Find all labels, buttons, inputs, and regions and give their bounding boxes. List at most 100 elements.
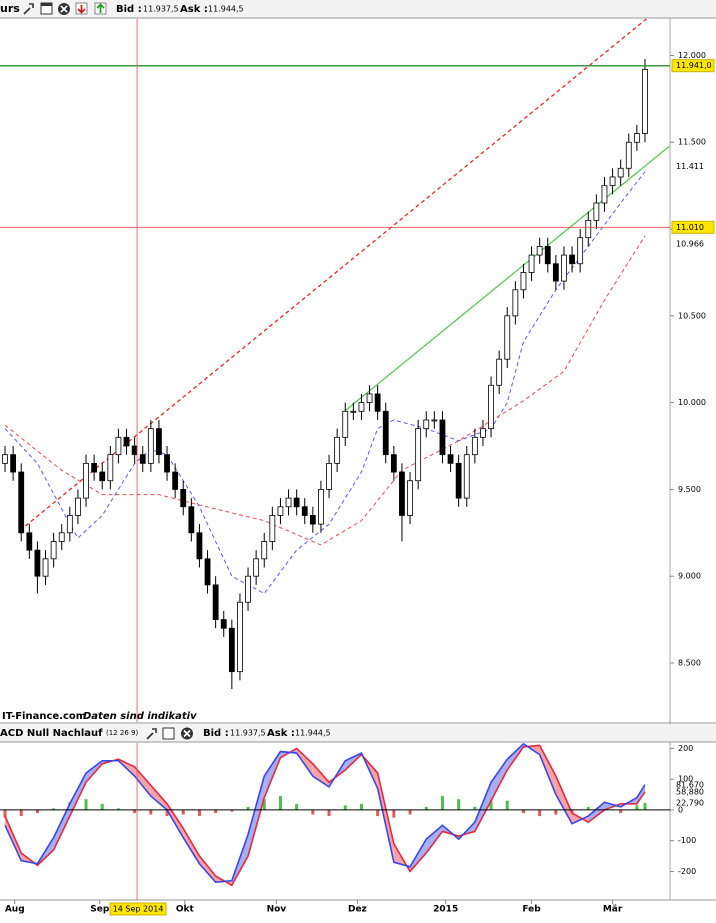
moving-average: [4, 171, 646, 595]
y-tick-label: 9.000: [678, 572, 701, 581]
candle-body: [382, 410, 389, 456]
value-label-box: [671, 220, 715, 234]
y-tick-label: 10.500: [678, 311, 706, 320]
macd-fill: [150, 785, 168, 810]
candle-body: [350, 410, 357, 413]
candle-body: [83, 462, 89, 499]
price-plot: [2, 19, 670, 690]
histogram-bar: [246, 806, 250, 810]
histogram-bar: [489, 799, 493, 810]
y-tick-label: -200: [678, 867, 696, 876]
trendline: [344, 145, 670, 412]
settings-icon[interactable]: [146, 728, 157, 740]
histogram-bar: [84, 799, 88, 810]
candle-body: [301, 506, 308, 516]
candle-body: [423, 419, 430, 430]
candle-body: [91, 462, 98, 473]
toolbar: [0, 0, 716, 18]
window-icon-bar: [41, 3, 52, 6]
macd-fill: [539, 745, 556, 795]
last-value-label: 11.411: [676, 162, 704, 171]
y-tick-label: 8.500: [678, 658, 701, 667]
candle-body: [633, 133, 640, 143]
histogram-bar: [408, 809, 412, 815]
macd-fill: [183, 828, 200, 864]
x-tick-label: Dez: [348, 905, 367, 915]
candle-body: [34, 549, 41, 577]
candle-body: [75, 497, 81, 516]
candle-body: [245, 575, 251, 603]
candle-body: [358, 402, 365, 412]
histogram-bar: [521, 809, 525, 814]
candle-body: [204, 558, 211, 586]
candle-body: [318, 489, 324, 525]
histogram-bar: [3, 809, 7, 818]
crosshair-label-box: [109, 902, 167, 916]
histogram-bar: [100, 803, 104, 810]
y-tick-label: 10.000: [678, 398, 706, 407]
histogram-bar: [619, 809, 623, 814]
macd-fill: [555, 776, 573, 824]
candle-body: [50, 541, 57, 560]
candle-body: [609, 176, 616, 187]
candle-body: [180, 489, 187, 508]
candle-body: [642, 68, 648, 134]
settings-icon[interactable]: [23, 3, 34, 15]
candle-body: [366, 393, 373, 404]
macd-fill: [377, 773, 394, 863]
candle-body: [220, 619, 227, 629]
histogram-bar: [197, 809, 201, 817]
toolbar-icons[interactable]: [23, 2, 107, 15]
candle-body: [156, 428, 162, 456]
macd-title: ACD Null Nachlauf: [0, 728, 103, 739]
source-note: IT-Finance.com: [2, 711, 86, 722]
histogram-bar: [424, 806, 428, 810]
candle-body: [309, 515, 316, 525]
histogram-bar: [440, 796, 444, 810]
candle-body: [237, 601, 243, 673]
histogram-bar: [473, 806, 477, 810]
value-label-box: [671, 59, 715, 73]
x-tick-label: Mär: [603, 905, 623, 915]
candle-body: [480, 428, 486, 438]
candle-body: [390, 454, 397, 473]
candle-body: [172, 471, 179, 490]
candle-body: [577, 237, 584, 265]
candle-body: [544, 245, 551, 265]
ask-label: Ask :: [180, 4, 208, 15]
close-icon-x: [183, 729, 191, 738]
candle-body: [212, 584, 219, 620]
candle-body: [431, 419, 438, 422]
histogram-bar: [635, 805, 639, 810]
histogram-bar: [376, 809, 380, 817]
macd-fill: [636, 784, 645, 804]
histogram-bar: [392, 809, 396, 818]
candle-body: [561, 254, 567, 282]
macd-toolbar-icons[interactable]: [146, 727, 193, 740]
value-label: 11.941,0: [676, 61, 712, 70]
histogram-bar: [311, 809, 315, 815]
candle-body: [188, 506, 195, 534]
y-tick-label: 200: [678, 744, 693, 753]
candle-body: [528, 254, 535, 273]
candle-body: [66, 515, 73, 534]
macd-fill: [474, 782, 492, 832]
last-value-label: 22,790: [676, 798, 704, 807]
candle-body: [107, 454, 114, 482]
macd-fill: [491, 759, 508, 801]
bid-value: 11.937,5: [143, 5, 179, 14]
histogram-bar: [181, 809, 185, 815]
y-tick-label: 0: [678, 805, 683, 814]
histogram-bar: [359, 803, 363, 810]
down-arrow: [77, 5, 86, 14]
y-tick-label: -100: [678, 836, 696, 845]
macd-plot: [3, 743, 647, 887]
macd-line: [4, 743, 646, 884]
candle-body: [2, 454, 8, 464]
histogram-bar: [116, 808, 120, 810]
window-icon[interactable]: [162, 727, 175, 740]
x-tick-label: Okt: [176, 905, 195, 915]
histogram-bar: [554, 809, 558, 815]
last-value-label: 81,670: [676, 780, 704, 789]
candle-body: [285, 497, 292, 508]
